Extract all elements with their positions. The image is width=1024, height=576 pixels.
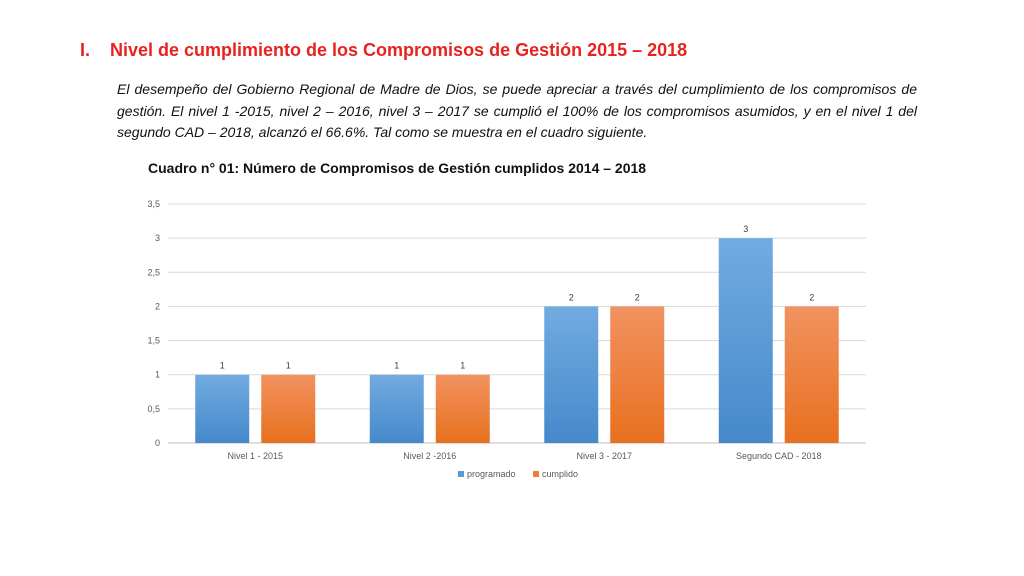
- y-tick-label: 1,5: [147, 336, 160, 346]
- data-label: 2: [809, 292, 814, 302]
- x-tick-label: Nivel 3 - 2017: [576, 451, 632, 461]
- bar-cumplido: [261, 374, 316, 443]
- x-tick-label: Nivel 2 -2016: [403, 451, 456, 461]
- data-label: 2: [569, 292, 574, 302]
- data-label: 1: [220, 361, 225, 371]
- y-tick-label: 2,5: [147, 267, 160, 277]
- bar-cumplido: [610, 306, 665, 443]
- data-label: 1: [394, 361, 399, 371]
- y-tick-label: 2: [155, 301, 160, 311]
- legend-swatch: [533, 471, 539, 477]
- y-tick-label: 0,5: [147, 404, 160, 414]
- y-tick-label: 1: [155, 370, 160, 380]
- x-tick-label: Segundo CAD - 2018: [736, 451, 822, 461]
- bar-cumplido: [435, 374, 490, 443]
- bars: 1 1 1 1 2 2 3 2: [195, 224, 839, 443]
- x-axis-ticks: Nivel 1 - 2015 Nivel 2 -2016 Nivel 3 - 201…: [227, 451, 821, 461]
- x-tick-label: Nivel 1 - 2015: [227, 451, 283, 461]
- chart-caption: Cuadro n° 01: Número de Compromisos de G…: [148, 160, 647, 176]
- intro-paragraph: El desempeño del Gobierno Regional de Ma…: [117, 81, 917, 140]
- y-tick-label: 3,5: [147, 199, 160, 209]
- data-label: 3: [743, 224, 748, 234]
- y-tick-label: 0: [155, 438, 160, 448]
- section-number: I.: [80, 40, 91, 60]
- section-heading: I. Nivel de cumplimiento de los Compromis…: [80, 40, 687, 61]
- legend-label: cumplido: [542, 469, 578, 479]
- bar-cumplido: [784, 306, 839, 443]
- section-title: Nivel de cumplimiento de los Compromisos…: [110, 40, 688, 60]
- legend-swatch: [458, 471, 464, 477]
- bar-programado: [369, 374, 424, 443]
- data-label: 2: [635, 292, 640, 302]
- data-label: 1: [286, 361, 291, 371]
- y-axis-ticks: 0 0,5 1 1,5 2 2,5 3 3,5: [147, 199, 160, 448]
- bar-programado: [544, 306, 599, 443]
- bar-programado: [195, 374, 250, 443]
- legend-label: programado: [467, 469, 516, 479]
- y-tick-label: 3: [155, 233, 160, 243]
- bar-programado: [718, 238, 773, 443]
- data-label: 1: [460, 361, 465, 371]
- legend: programado cumplido: [458, 469, 578, 479]
